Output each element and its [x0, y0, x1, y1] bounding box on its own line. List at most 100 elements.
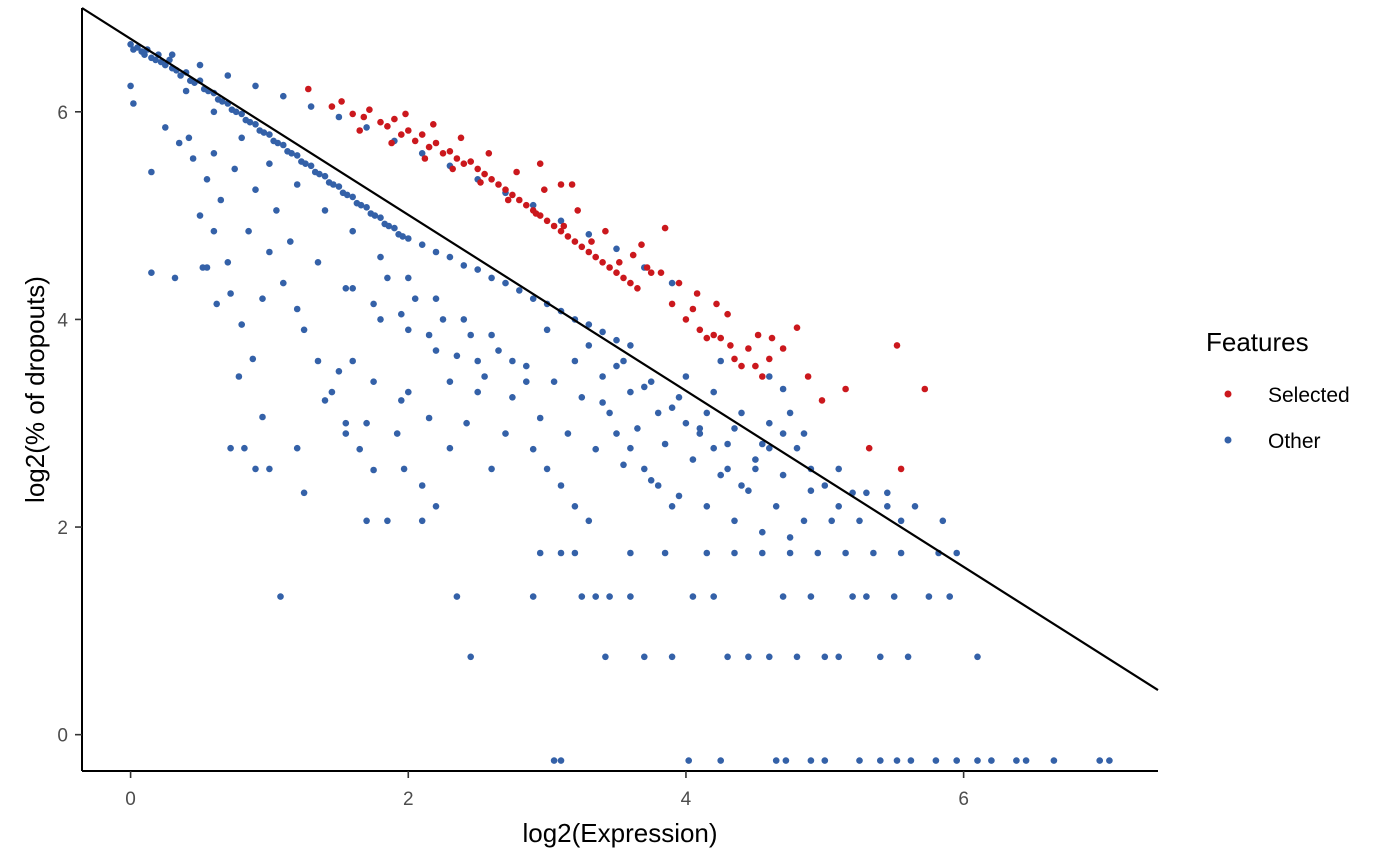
- data-point: [696, 430, 704, 437]
- data-point: [779, 593, 787, 600]
- data-point: [280, 141, 287, 149]
- data-point: [405, 274, 412, 282]
- data-point: [363, 517, 370, 525]
- data-point: [488, 274, 495, 282]
- data-point: [786, 409, 794, 417]
- data-point: [366, 106, 373, 113]
- data-point: [411, 295, 419, 303]
- data-point: [418, 131, 426, 138]
- data-point: [627, 593, 634, 600]
- data-point: [307, 162, 315, 170]
- data-point: [227, 444, 234, 452]
- data-point: [766, 419, 773, 427]
- legend-key-other: [1224, 436, 1232, 444]
- data-point: [668, 653, 676, 661]
- data-point: [474, 357, 482, 365]
- data-point: [828, 517, 835, 525]
- data-point: [661, 224, 669, 232]
- data-point: [529, 445, 537, 453]
- data-point: [377, 214, 384, 221]
- data-point: [807, 593, 815, 600]
- data-point: [280, 279, 287, 287]
- data-point: [814, 549, 822, 557]
- data-point: [793, 653, 801, 661]
- data-point: [148, 269, 155, 277]
- data-point: [592, 445, 599, 453]
- data-point: [529, 295, 537, 303]
- data-point: [477, 179, 484, 186]
- data-point: [703, 409, 711, 417]
- x-tick-label: 0: [125, 789, 136, 810]
- data-point: [682, 373, 690, 380]
- data-point: [668, 503, 676, 510]
- data-point: [759, 373, 766, 380]
- data-point: [557, 181, 565, 188]
- data-point: [564, 430, 572, 437]
- data-point: [488, 465, 495, 473]
- data-point: [224, 259, 232, 266]
- data-point: [606, 264, 613, 271]
- data-point: [252, 121, 259, 128]
- data-point: [731, 355, 738, 363]
- data-point: [786, 549, 794, 557]
- data-point: [585, 248, 593, 256]
- data-point: [342, 285, 350, 292]
- data-point: [1106, 757, 1113, 764]
- data-point: [425, 331, 433, 339]
- data-point: [682, 316, 690, 323]
- data-point: [588, 238, 595, 245]
- data-point: [627, 342, 634, 349]
- data-point: [654, 482, 662, 489]
- data-point: [130, 100, 137, 107]
- data-point: [564, 233, 572, 240]
- data-point: [328, 388, 336, 396]
- data-point: [385, 222, 393, 230]
- data-point: [277, 593, 284, 600]
- data-point: [439, 316, 447, 323]
- data-point: [893, 342, 901, 349]
- data-point: [647, 477, 655, 484]
- data-point: [578, 593, 586, 600]
- data-point: [536, 160, 544, 167]
- data-point: [821, 482, 829, 489]
- data-point: [418, 241, 426, 248]
- data-point: [335, 113, 343, 121]
- data-point: [405, 326, 412, 334]
- data-point: [620, 461, 627, 469]
- data-point: [696, 425, 704, 432]
- legend-items: Selected Other: [1224, 384, 1350, 453]
- data-point: [717, 334, 724, 342]
- data-point: [988, 757, 995, 764]
- data-point: [529, 201, 537, 209]
- data-point: [453, 155, 461, 162]
- data-point: [821, 757, 829, 764]
- data-point: [668, 404, 676, 412]
- data-point: [884, 503, 891, 510]
- data-point: [571, 238, 579, 245]
- fit-line-layer: [81, 7, 1159, 691]
- data-point: [782, 757, 790, 764]
- data-point: [398, 131, 405, 138]
- data-point: [953, 549, 960, 557]
- data-point: [693, 290, 701, 297]
- data-point: [241, 444, 248, 452]
- data-point: [835, 465, 842, 473]
- data-point: [203, 176, 211, 183]
- data-point: [745, 653, 752, 661]
- data-point: [259, 295, 266, 303]
- data-point: [599, 328, 606, 336]
- data-point: [752, 362, 759, 370]
- data-point: [856, 517, 863, 525]
- data-point: [675, 279, 683, 287]
- data-point: [238, 110, 245, 118]
- data-point: [731, 517, 738, 525]
- data-point: [453, 352, 461, 360]
- data-point: [585, 231, 593, 238]
- data-point: [141, 51, 148, 58]
- data-point: [349, 193, 357, 201]
- data-point: [516, 196, 523, 204]
- data-point: [800, 430, 808, 437]
- data-point: [162, 61, 169, 69]
- data-point: [578, 394, 586, 401]
- data-point: [316, 170, 323, 178]
